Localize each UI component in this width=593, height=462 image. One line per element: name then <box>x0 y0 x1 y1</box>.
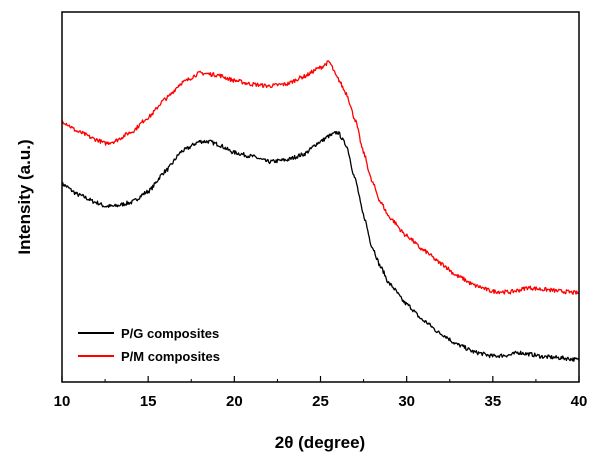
x-tick-label: 15 <box>140 393 157 410</box>
series-layer <box>61 60 580 362</box>
x-axis-title: 2θ (degree) <box>275 433 365 452</box>
x-tick-label: 40 <box>571 393 588 410</box>
y-axis-title: Intensity (a.u.) <box>15 139 34 254</box>
x-ticks <box>61 376 580 382</box>
series-line-pm <box>61 60 580 295</box>
legend-label-pm: P/M composites <box>121 349 220 364</box>
x-tick-label: 25 <box>312 393 329 410</box>
x-tick-label: 35 <box>484 393 501 410</box>
series-line-pg <box>61 130 580 362</box>
x-tick-labels: 10 15 20 25 30 35 40 <box>54 393 588 410</box>
legend-label-pg: P/G composites <box>121 326 219 341</box>
x-tick-label: 30 <box>398 393 415 410</box>
legend: P/G composites P/M composites <box>78 326 220 364</box>
x-tick-label: 20 <box>226 393 243 410</box>
x-tick-label: 10 <box>54 393 71 410</box>
